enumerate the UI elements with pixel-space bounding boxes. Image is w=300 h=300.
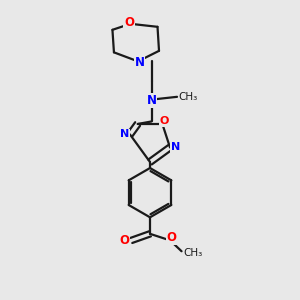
Text: CH₃: CH₃ bbox=[178, 92, 198, 102]
Text: N: N bbox=[146, 94, 157, 107]
Text: N: N bbox=[134, 56, 145, 69]
Text: CH₃: CH₃ bbox=[183, 248, 202, 258]
Text: O: O bbox=[166, 231, 176, 244]
Text: O: O bbox=[159, 116, 169, 126]
Text: O: O bbox=[124, 16, 134, 29]
Text: N: N bbox=[171, 142, 180, 152]
Text: N: N bbox=[120, 130, 129, 140]
Text: O: O bbox=[120, 234, 130, 247]
